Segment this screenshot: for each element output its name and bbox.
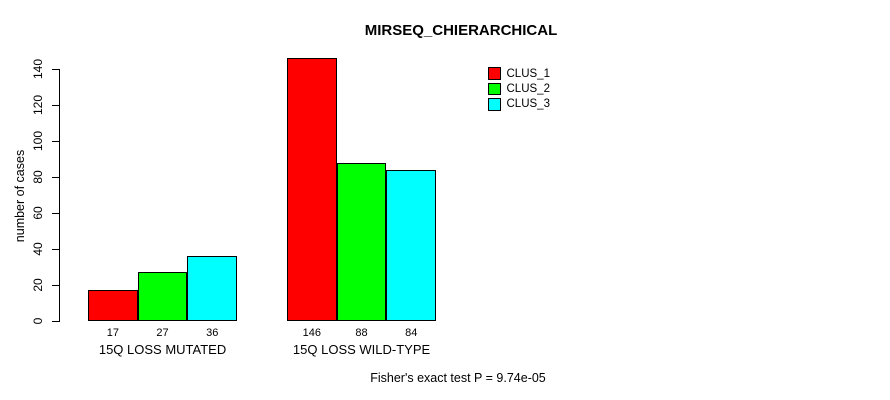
bar-clus_1-group1 (88, 290, 138, 321)
bar-clus_2-group2 (336, 162, 387, 321)
legend-label: CLUS_2 (506, 83, 550, 96)
legend-swatch (488, 82, 501, 96)
chart-title: MIRSEQ_CHIERARCHICAL (364, 22, 558, 39)
bar-value-label: 17 (106, 327, 119, 339)
legend-item: CLUS_3 (488, 97, 550, 112)
bar-clus_1-group2 (287, 58, 337, 321)
bar-value-label: 146 (302, 327, 322, 339)
y-axis-tick (52, 213, 59, 214)
y-axis-tick (52, 285, 59, 286)
y-tick-label: 40 (31, 242, 45, 256)
y-tick-label: 60 (31, 206, 45, 220)
legend-item: CLUS_2 (488, 81, 550, 96)
y-tick-label: 0 (31, 317, 45, 325)
bar-clus_3-group1 (187, 256, 238, 321)
legend-swatch (488, 67, 501, 80)
bar-clus_3-group2 (386, 169, 437, 321)
legend: CLUS_1 CLUS_2 CLUS_3 (488, 66, 550, 112)
legend-swatch (488, 98, 501, 111)
y-tick-label: 80 (31, 170, 45, 184)
y-axis-tick (52, 177, 59, 178)
bar-value-label: 27 (156, 327, 169, 339)
bar-clus_2-group1 (137, 272, 188, 321)
bar-value-label: 84 (405, 327, 418, 339)
y-axis-tick (52, 69, 59, 70)
legend-label: CLUS_3 (506, 98, 550, 111)
y-axis-tick (52, 321, 59, 322)
y-tick-label: 120 (31, 94, 45, 116)
bar-value-label: 36 (206, 327, 219, 339)
legend-item: CLUS_1 (488, 66, 550, 81)
y-axis-tick (52, 249, 59, 250)
category-label: 15Q LOSS WILD-TYPE (292, 342, 431, 357)
y-tick-label: 100 (31, 130, 45, 152)
y-tick-label: 20 (31, 278, 45, 292)
y-tick-label: 140 (31, 58, 45, 80)
y-axis-line (59, 69, 60, 322)
y-axis-tick (52, 141, 59, 142)
fisher-test-footnote: Fisher's exact test P = 9.74e-05 (370, 371, 546, 385)
category-label: 15Q LOSS MUTATED (98, 342, 227, 357)
y-axis-tick (52, 105, 59, 106)
legend-label: CLUS_1 (506, 67, 550, 80)
bar-value-label: 88 (355, 327, 368, 339)
